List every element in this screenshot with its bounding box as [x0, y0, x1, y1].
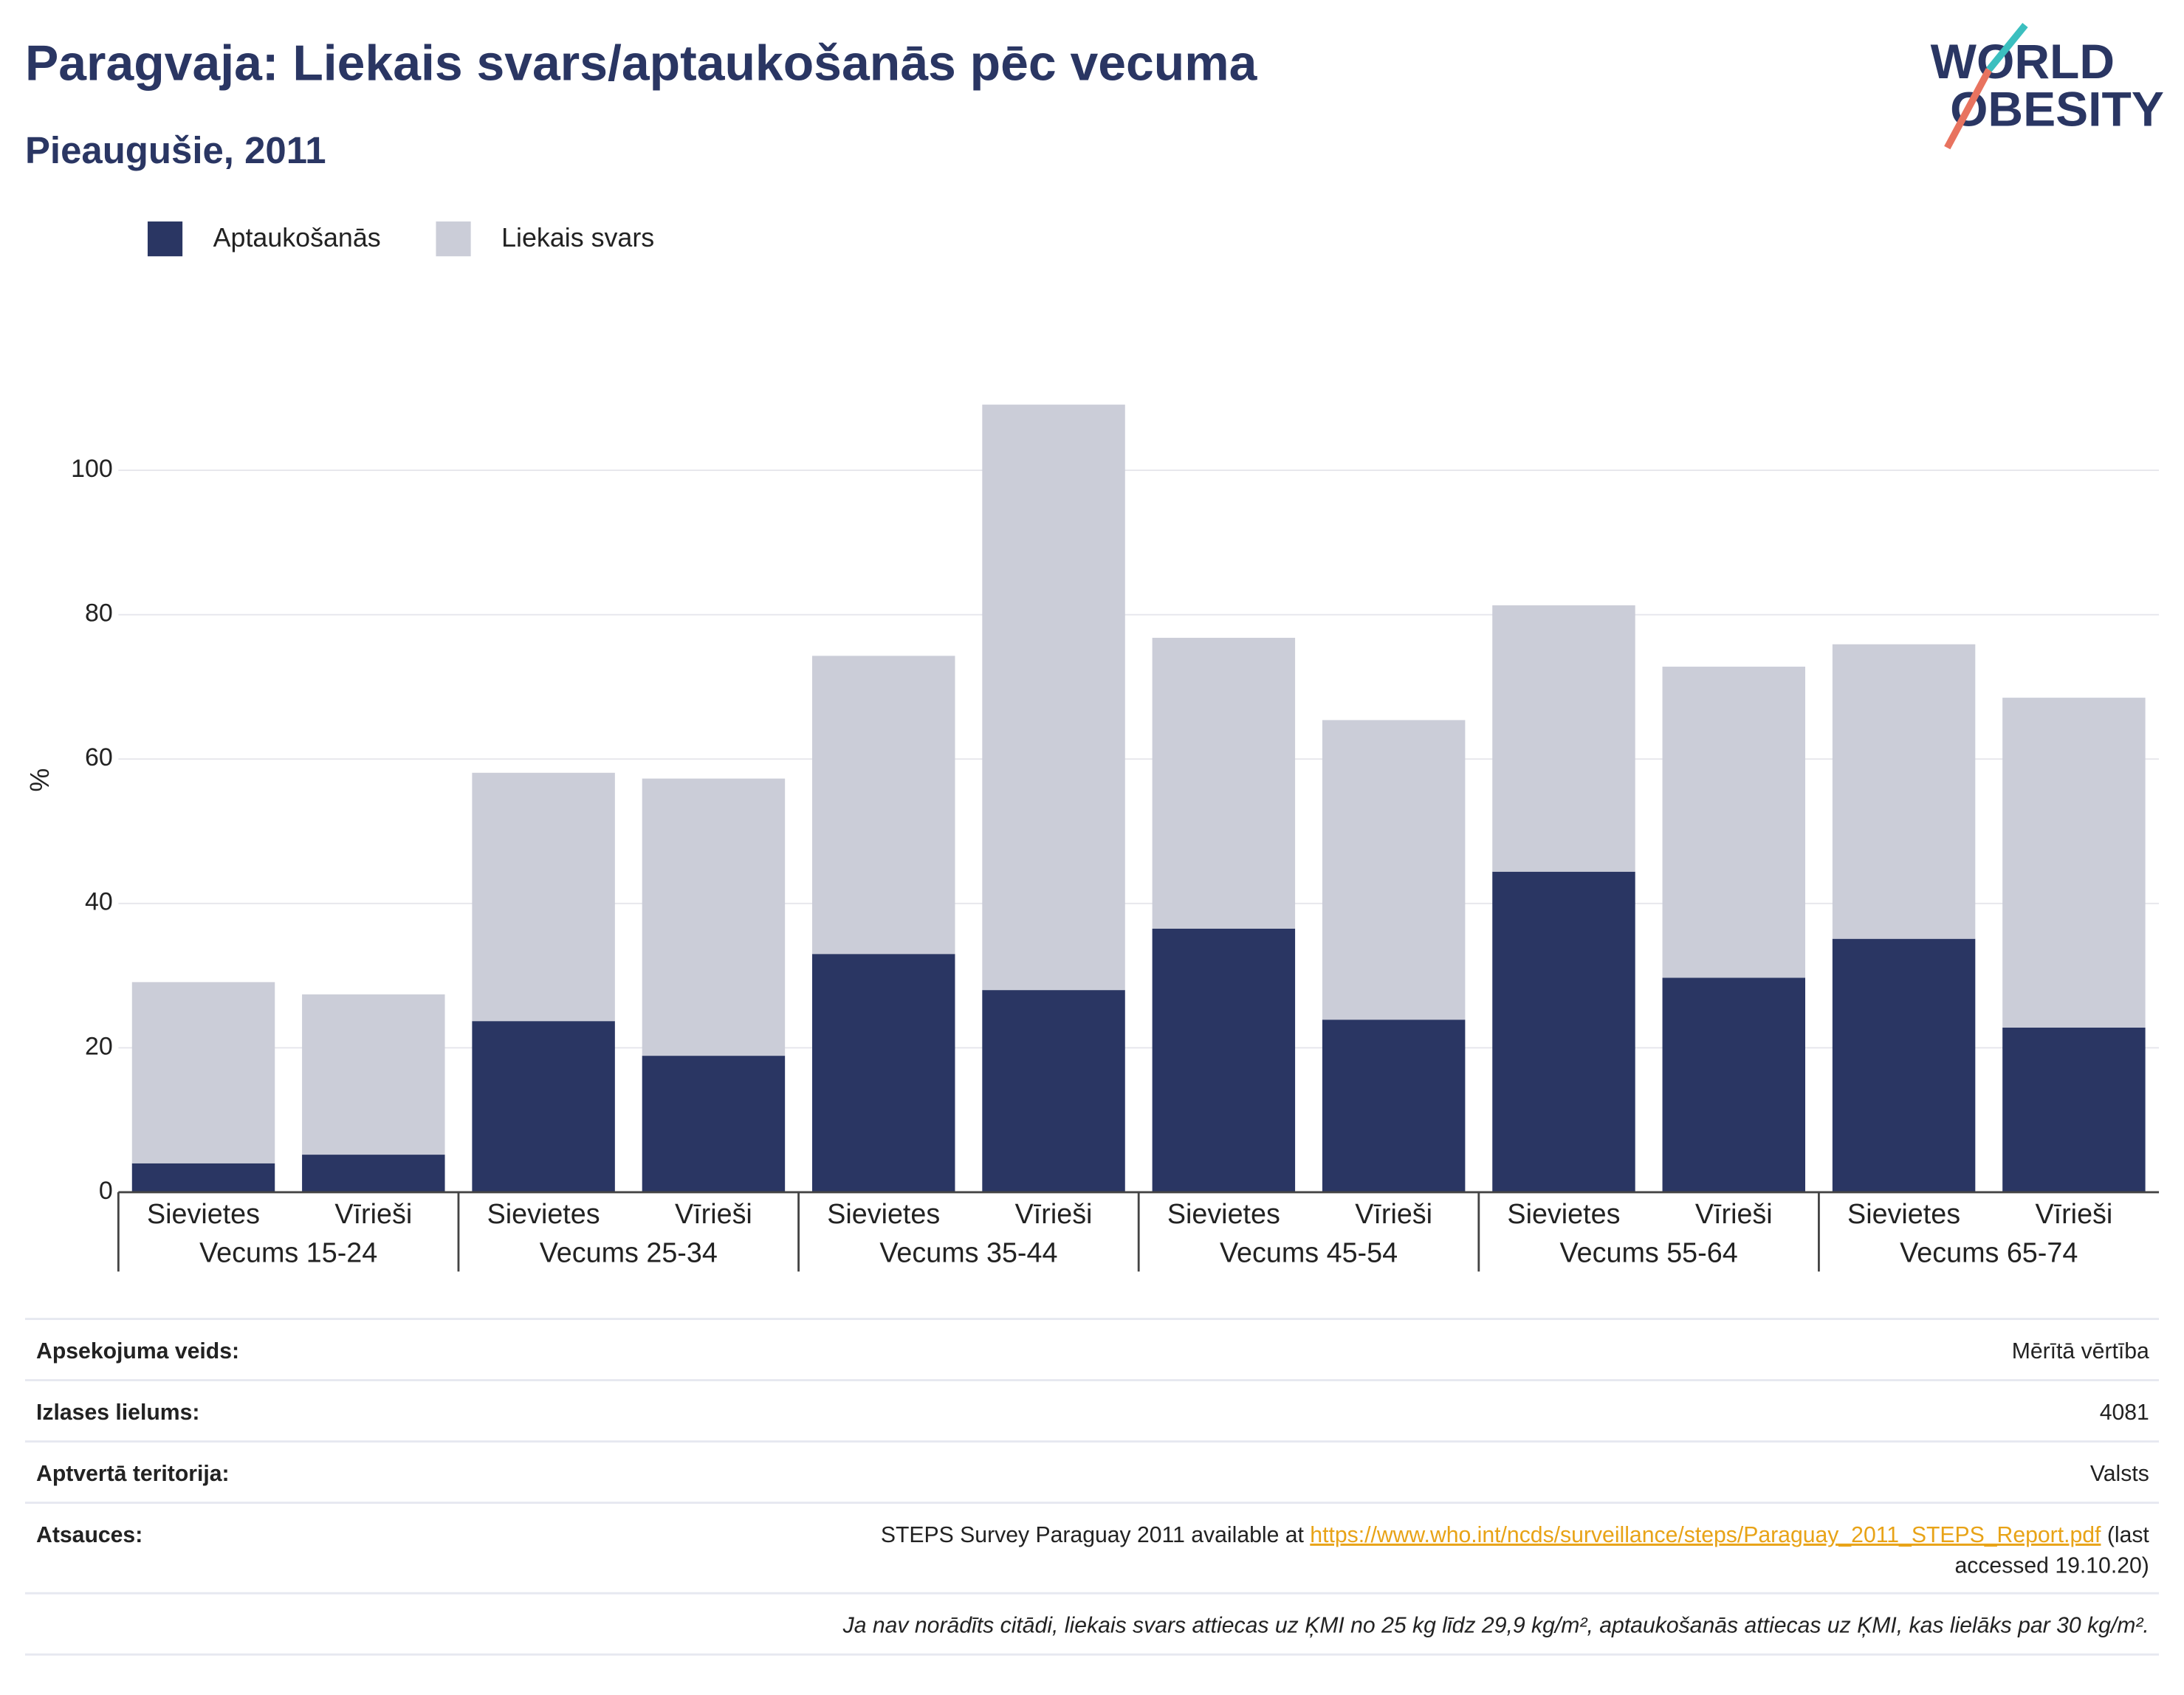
bar-segment	[982, 990, 1125, 1192]
bar-segment	[2002, 1027, 2146, 1192]
x-tick-label: Vīrieši	[334, 1198, 412, 1229]
x-tick-label: Vīrieši	[1015, 1198, 1093, 1229]
legend-swatch	[147, 221, 183, 257]
x-tick-label: Sievietes	[827, 1198, 940, 1229]
group-label: Vecums 35-44	[879, 1237, 1057, 1268]
legend-label: Aptaukošanās	[213, 223, 381, 252]
legend-swatch	[436, 221, 471, 257]
x-tick-label: Vīrieši	[2035, 1198, 2112, 1229]
bar-segment	[1492, 871, 1635, 1192]
bar-segment	[812, 954, 955, 1192]
logo-stroke	[1944, 68, 1993, 150]
row-label: Apsekojuma veids:	[36, 1339, 239, 1364]
x-tick-label: Sievietes	[1167, 1198, 1280, 1229]
bar-segment	[642, 778, 786, 1056]
bar-segment	[1832, 938, 1976, 1192]
x-tick-label: Vīrieši	[675, 1198, 752, 1229]
bar-segment	[131, 1163, 275, 1192]
bar-segment	[1662, 667, 1806, 978]
legend-label: Liekais svars	[501, 223, 654, 252]
y-tick-label: 80	[85, 599, 113, 628]
group-label: Vecums 25-34	[540, 1237, 718, 1268]
x-tick-label: Vīrieši	[1355, 1198, 1432, 1229]
reference: STEPS Survey Paraguay 2011 available at …	[881, 1523, 2150, 1547]
row-label: Izlases lielums:	[36, 1400, 199, 1425]
chart-title: Paragvaja: Liekais svars/aptaukošanās pē…	[25, 36, 1258, 92]
logo-text: WORLD	[1931, 34, 2115, 89]
group-label: Vecums 15-24	[199, 1237, 377, 1268]
bar-segment	[1322, 1020, 1466, 1192]
bar-segment	[1832, 644, 1976, 939]
y-tick-label: 40	[85, 888, 113, 916]
bar-segment	[2002, 698, 2146, 1028]
bar-segment	[1662, 977, 1806, 1192]
note: Ja nav norādīts citādi, liekais svars at…	[842, 1613, 2149, 1637]
group-label: Vecums 45-54	[1220, 1237, 1398, 1268]
y-tick-label: 60	[85, 743, 113, 771]
reference: accessed 19.10.20)	[1954, 1553, 2149, 1578]
bar-segment	[1152, 928, 1296, 1192]
bar-segment	[302, 1155, 445, 1192]
bar-segment	[131, 982, 275, 1163]
reference-link: https://www.who.int/ncds/surveillance/st…	[1310, 1523, 2101, 1547]
bar-segment	[642, 1056, 786, 1192]
bar-segment	[1322, 720, 1466, 1020]
row-value: 4081	[2100, 1400, 2149, 1425]
row-label: Atsauces:	[36, 1523, 142, 1547]
bar-segment	[982, 405, 1125, 991]
row-value: Mērītā vērtība	[2012, 1339, 2149, 1364]
logo-stroke	[1986, 23, 2028, 72]
y-tick-label: 0	[99, 1177, 113, 1205]
bar-segment	[302, 994, 445, 1155]
y-tick-label: 100	[71, 455, 113, 483]
bar-segment	[472, 1021, 615, 1192]
bar-segment	[812, 656, 955, 955]
x-tick-label: Sievietes	[1507, 1198, 1620, 1229]
row-value: Valsts	[2090, 1462, 2149, 1486]
chart-subtitle: Pieaugušie, 2011	[25, 129, 326, 171]
bar-segment	[1492, 605, 1635, 872]
bar-segment	[472, 772, 615, 1022]
reference-text: (last	[2101, 1523, 2149, 1547]
x-tick-label: Sievietes	[1847, 1198, 1960, 1229]
group-label: Vecums 65-74	[1900, 1237, 2078, 1268]
y-axis-label: %	[25, 769, 55, 792]
y-tick-label: 20	[85, 1032, 113, 1060]
x-tick-label: Sievietes	[147, 1198, 260, 1229]
x-tick-label: Vīrieši	[1695, 1198, 1773, 1229]
bar-segment	[1152, 637, 1296, 929]
logo-text: OBESITY	[1950, 81, 2164, 136]
reference-text: STEPS Survey Paraguay 2011 available at	[881, 1523, 1310, 1547]
group-label: Vecums 55-64	[1560, 1237, 1738, 1268]
x-tick-label: Sievietes	[487, 1198, 600, 1229]
row-label: Aptvertā teritorija:	[36, 1462, 230, 1486]
